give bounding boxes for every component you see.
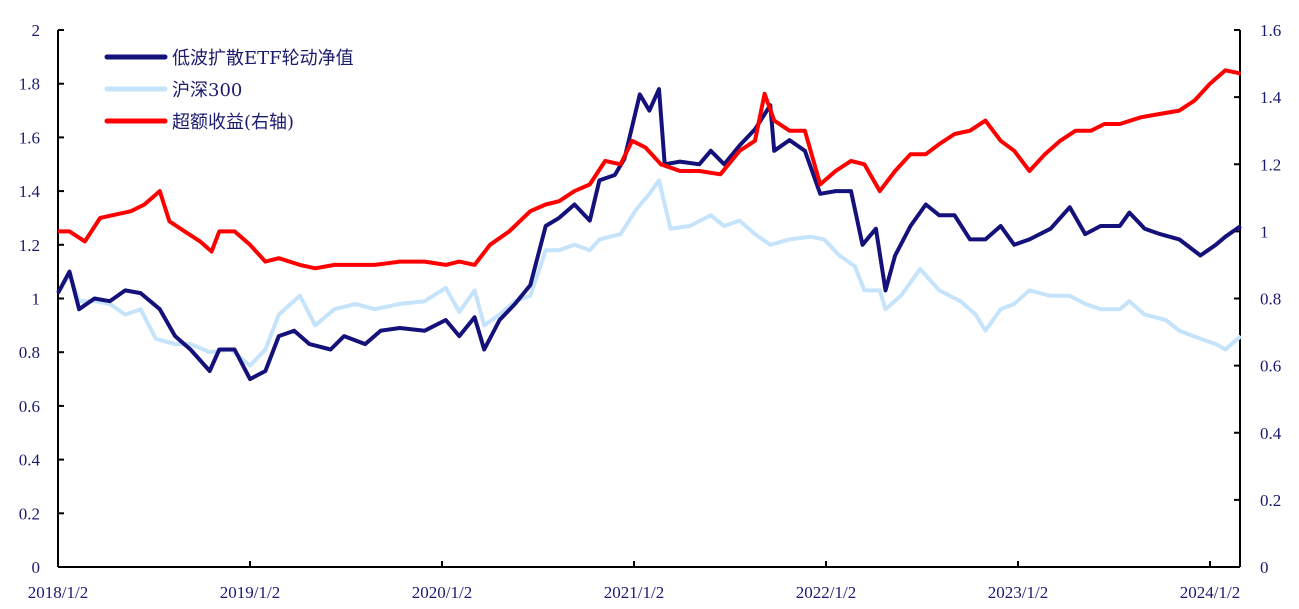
axes: 0 0.2 0.4 0.6 0.8 1 1.2 1.4 1.6 1.8 2 0 0.2 0.4 0.6 0.8…: [19, 21, 1282, 602]
left-tick-label: 2: [32, 21, 41, 40]
left-tick-label: 1.8: [19, 75, 40, 94]
x-tick-label: 2020/1/2: [412, 583, 472, 602]
right-tick-label: 1: [1260, 222, 1269, 241]
left-tick-label: 1: [32, 290, 41, 309]
left-tick-label: 0.6: [19, 397, 40, 416]
left-tick-label: 0.2: [19, 504, 40, 523]
right-tick-label: 0.6: [1260, 357, 1281, 376]
x-tick-label: 2022/1/2: [796, 583, 856, 602]
right-tick-label: 0.4: [1260, 424, 1282, 443]
series-line-2: [58, 68, 1242, 271]
legend-label: 沪深300: [172, 80, 242, 101]
right-tick-label: 1.4: [1260, 88, 1282, 107]
series-line-1: [56, 87, 1242, 382]
x-tick-label: 2024/1/2: [1180, 583, 1240, 602]
left-tick-label: 0: [32, 558, 41, 577]
series-line-0: [56, 178, 1243, 368]
left-tick-label: 1.6: [19, 128, 40, 147]
series-lines: [56, 68, 1243, 382]
left-tick-label: 0.4: [19, 451, 41, 470]
x-tick-label: 2019/1/2: [220, 583, 280, 602]
right-tick-label: 1.6: [1260, 21, 1281, 40]
right-tick-label: 0.8: [1260, 290, 1281, 309]
x-tick-label: 2023/1/2: [988, 583, 1048, 602]
left-tick-label: 0.8: [19, 343, 40, 362]
x-tick-label: 2021/1/2: [604, 583, 664, 602]
right-tick-label: 0: [1260, 558, 1269, 577]
right-tick-label: 0.2: [1260, 491, 1281, 510]
legend-label: 低波扩散ETF轮动净值: [172, 48, 354, 69]
left-tick-label: 1.2: [19, 236, 40, 255]
left-tick-label: 1.4: [19, 182, 41, 201]
right-tick-label: 1.2: [1260, 155, 1281, 174]
x-tick-label: 2018/1/2: [28, 583, 88, 602]
legend-label: 超额收益(右轴): [172, 112, 294, 133]
